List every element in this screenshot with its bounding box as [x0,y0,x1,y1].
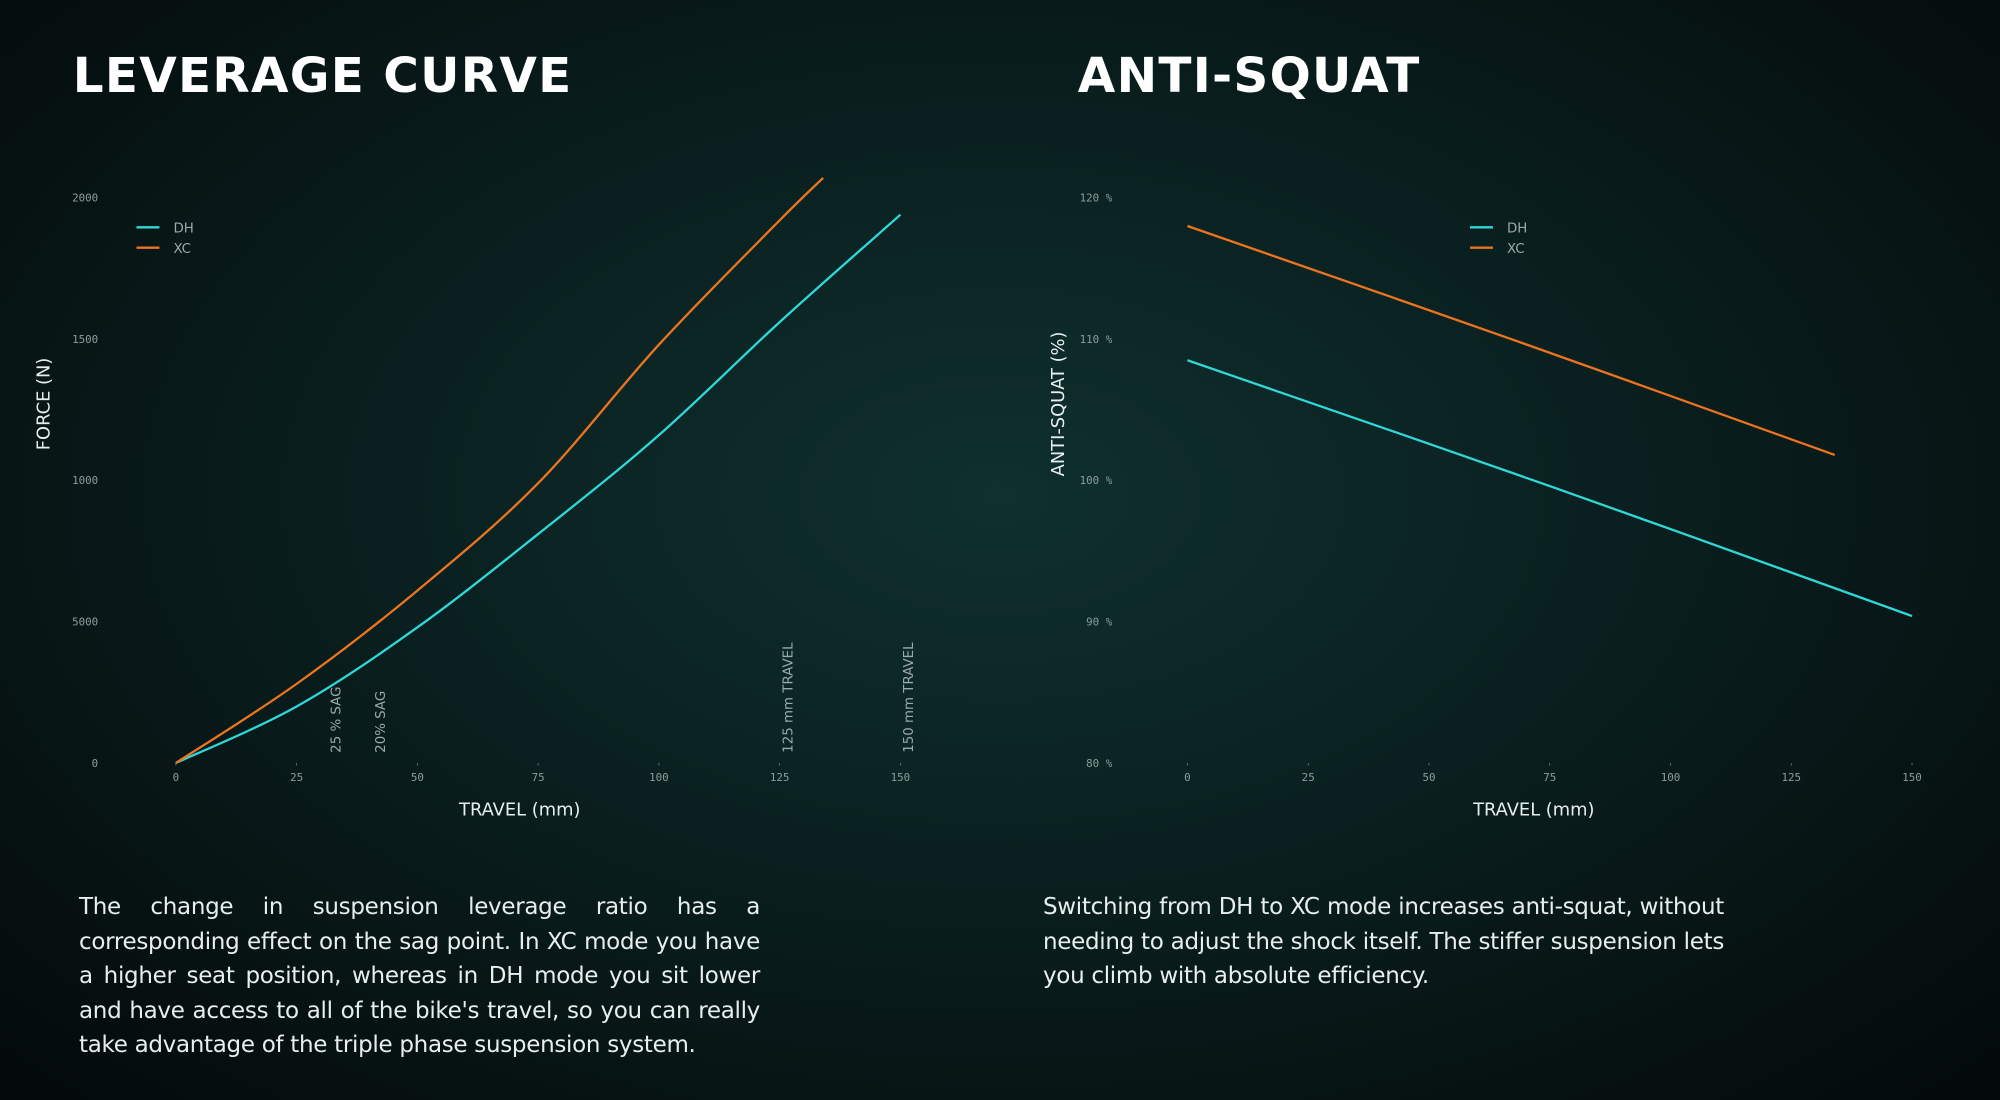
legend-label: DH [1507,221,1527,236]
y-tick-label: 5000 [72,616,98,629]
y-tick-label: 0 [92,757,99,770]
x-tick-label: 150 [891,771,911,784]
y-tick-label: 110 % [1080,333,1113,346]
annotation-label: 150 mm TRAVEL [902,642,917,753]
x-tick-label: 0 [1184,771,1191,784]
legend-label: XC [173,242,191,257]
x-tick-label: 100 [1661,771,1681,784]
x-tick-label: 50 [411,771,424,784]
x-tick-label: 75 [1543,771,1556,784]
y-axis-label: ANTI-SQUAT (%) [1048,332,1069,477]
x-axis-label: TRAVEL (mm) [458,799,580,820]
x-tick-label: 75 [532,771,545,784]
chart-title: LEVERAGE CURVE [73,48,573,104]
x-tick-label: 50 [1422,771,1435,784]
x-tick-label: 125 [770,771,790,784]
x-tick-label: 125 [1781,771,1801,784]
description: The change in suspension leverage ratio … [79,894,760,1058]
y-tick-label: 80 % [1086,757,1113,770]
x-tick-label: 100 [649,771,669,784]
y-tick-label: 120 % [1080,192,1113,205]
annotation-label: 125 mm TRAVEL [781,642,796,753]
annotation-label: 20% SAG [374,691,389,753]
chart-title: ANTI-SQUAT [1078,48,1421,104]
legend-label: DH [173,221,193,236]
y-tick-label: 100 % [1080,474,1113,487]
y-tick-label: 1500 [72,333,98,346]
annotation-label: 25 % SAG [329,687,344,753]
y-tick-label: 90 % [1086,616,1113,629]
y-tick-label: 2000 [72,192,98,205]
x-axis-label: TRAVEL (mm) [1472,799,1594,820]
x-tick-label: 150 [1902,771,1922,784]
line-series [1187,224,1836,457]
x-tick-label: 25 [1302,771,1315,784]
y-axis-label: FORCE (N) [34,358,55,451]
x-tick-label: 0 [173,771,180,784]
legend-label: XC [1507,242,1525,257]
description: Switching from DH to XC mode increases a… [1043,894,1724,989]
line-series [175,213,902,765]
line-series [175,177,824,764]
y-tick-label: 1000 [72,474,98,487]
x-tick-label: 25 [290,771,303,784]
line-series [1187,359,1913,618]
